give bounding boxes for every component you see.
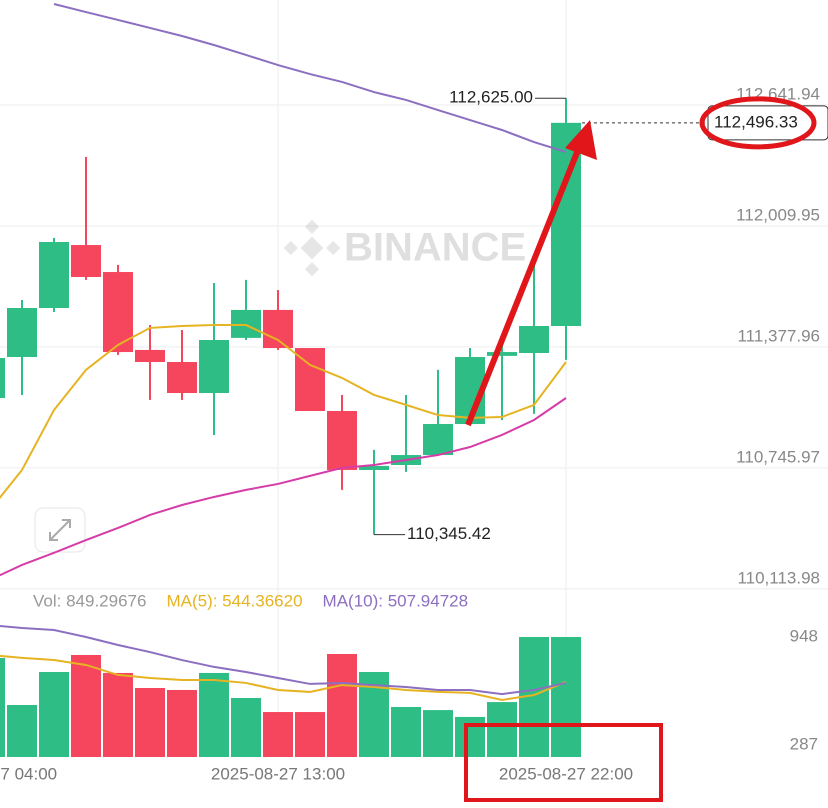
volume-bar (71, 654, 101, 757)
y-tick-label: 112,009.95 (736, 205, 820, 224)
candle-body (359, 465, 389, 470)
candle-body (231, 309, 261, 338)
volume-tick-label: 287 (790, 735, 818, 754)
annotation-box (464, 723, 663, 802)
candle-body (423, 424, 453, 456)
volume-ma-line (0, 654, 567, 701)
low-marker-label: 110,345.42 (407, 524, 491, 543)
y-tick-label: 110,113.98 (737, 568, 820, 587)
watermark: BINANCE (283, 219, 526, 277)
y-tick-label: 110,745.97 (736, 447, 820, 466)
candle-body (199, 339, 229, 394)
candle-body (71, 245, 101, 278)
annotation-ellipse (699, 96, 817, 150)
ma-line (0, 397, 567, 577)
annotation-arrow (465, 148, 581, 427)
volume-tick-label: 948 (790, 626, 818, 645)
x-tick-label: 2025-08-27 04:00 (0, 764, 57, 783)
candle-body (135, 349, 165, 363)
candle-body (263, 309, 293, 349)
candle-body (7, 308, 37, 358)
volume-bar (103, 672, 133, 757)
volume-ma-line (0, 624, 567, 696)
volume-bar (263, 712, 293, 757)
volume-legend: MA(10): 507.94728 (323, 591, 469, 610)
volume-bar (7, 705, 37, 757)
volume-legend: Vol: 849.29676 (33, 591, 146, 610)
volume-bar (199, 672, 229, 757)
volume-bar (327, 654, 357, 757)
expand-button[interactable] (34, 507, 86, 553)
x-tick-label: 2025-08-27 13:00 (211, 764, 345, 783)
high-marker-label: 112,625.00 (449, 88, 533, 107)
candle-body (167, 362, 197, 394)
volume-bar (135, 688, 165, 757)
volume-bar (0, 657, 5, 757)
annotation-arrowhead (565, 120, 597, 160)
candle-body (39, 241, 69, 309)
volume-bar (231, 697, 261, 757)
volume-bar (455, 716, 485, 757)
last-price-box (707, 105, 828, 141)
candle-body (0, 357, 5, 398)
volume-bar (423, 710, 453, 757)
ma-line (53, 3, 567, 153)
volume-bar (295, 712, 325, 757)
candle-body (487, 352, 517, 356)
volume-bar (39, 671, 69, 757)
candle-body (295, 348, 325, 412)
candle-body (327, 411, 357, 470)
watermark-text: BINANCE (344, 226, 526, 270)
volume-bar (167, 689, 197, 757)
last-price-label: 112,496.33 (714, 112, 798, 131)
volume-bar (487, 702, 517, 757)
volume-bar (551, 637, 581, 757)
y-tick-label: 111,377.96 (737, 326, 820, 345)
volume-bar (391, 706, 421, 757)
candle-body (519, 326, 549, 354)
x-tick-label: 2025-08-27 22:00 (499, 764, 633, 783)
volume-legend: MA(5): 544.36620 (166, 591, 302, 610)
